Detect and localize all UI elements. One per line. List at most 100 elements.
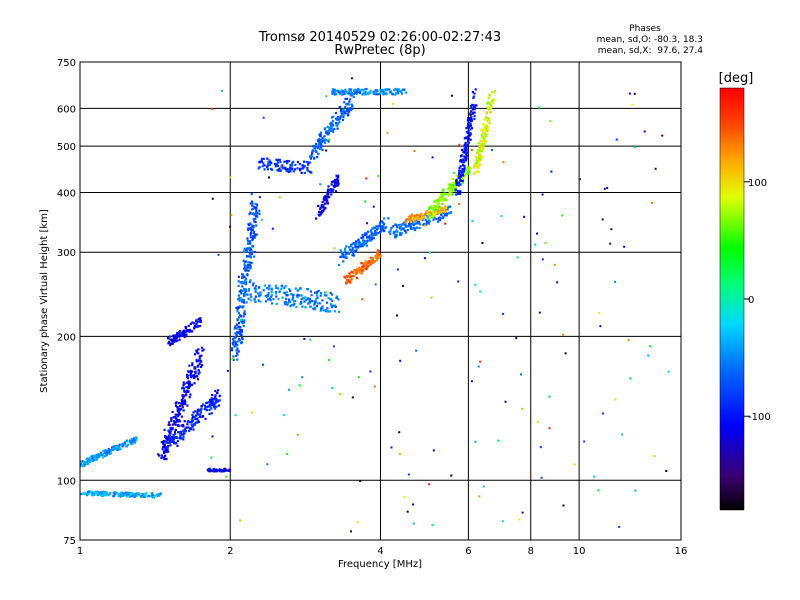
data-point bbox=[480, 150, 483, 153]
y-axis-label: Stationary phase Virtual Height [km] bbox=[39, 209, 50, 393]
data-point bbox=[339, 115, 342, 118]
data-point bbox=[301, 297, 305, 300]
data-point bbox=[261, 165, 264, 168]
data-point bbox=[248, 240, 252, 243]
data-point bbox=[120, 491, 123, 494]
data-point bbox=[254, 202, 257, 205]
data-point bbox=[82, 461, 85, 464]
noise-point bbox=[502, 312, 505, 315]
data-point bbox=[312, 303, 316, 306]
data-point bbox=[466, 122, 470, 125]
noise-point bbox=[651, 201, 654, 204]
data-point bbox=[165, 450, 168, 454]
data-point bbox=[248, 241, 251, 245]
data-point bbox=[128, 491, 131, 495]
data-point bbox=[186, 375, 189, 379]
data-point bbox=[137, 493, 141, 496]
data-point bbox=[370, 236, 374, 239]
noise-point bbox=[548, 395, 551, 398]
noise-point bbox=[319, 183, 322, 186]
data-point bbox=[289, 305, 292, 308]
data-point bbox=[275, 295, 278, 298]
data-point bbox=[486, 116, 490, 120]
data-point bbox=[170, 418, 173, 421]
data-point bbox=[169, 344, 172, 347]
data-point bbox=[365, 236, 369, 239]
data-point bbox=[412, 223, 415, 226]
data-point bbox=[230, 349, 234, 352]
data-point bbox=[334, 178, 337, 182]
noise-point bbox=[521, 511, 524, 514]
data-point bbox=[169, 437, 172, 440]
noise-point bbox=[392, 102, 395, 105]
data-point bbox=[322, 196, 326, 199]
data-point bbox=[348, 248, 351, 251]
data-point bbox=[196, 378, 200, 381]
noise-point bbox=[228, 176, 231, 179]
data-point bbox=[371, 227, 374, 230]
data-point bbox=[368, 260, 371, 263]
data-point bbox=[267, 292, 270, 295]
data-point bbox=[257, 292, 260, 295]
data-point bbox=[285, 294, 288, 297]
data-point bbox=[469, 105, 473, 109]
data-point bbox=[185, 333, 188, 336]
data-point bbox=[168, 433, 172, 437]
data-point bbox=[253, 220, 256, 223]
data-point bbox=[364, 264, 368, 267]
data-point bbox=[321, 209, 324, 213]
data-point bbox=[327, 190, 330, 193]
data-point bbox=[274, 292, 277, 295]
data-point bbox=[346, 108, 349, 111]
data-point bbox=[207, 401, 210, 404]
data-point bbox=[382, 93, 385, 96]
data-point bbox=[351, 246, 354, 250]
data-point bbox=[348, 92, 351, 95]
data-point bbox=[475, 164, 478, 167]
data-point bbox=[218, 394, 221, 398]
data-point bbox=[113, 491, 116, 494]
data-point bbox=[333, 90, 336, 93]
noise-point bbox=[267, 176, 270, 179]
data-point bbox=[416, 221, 420, 225]
data-point bbox=[294, 287, 297, 290]
data-point bbox=[378, 231, 382, 234]
data-point bbox=[380, 220, 384, 223]
data-point bbox=[392, 232, 395, 235]
noise-point bbox=[327, 138, 330, 141]
data-point bbox=[126, 491, 129, 494]
data-point bbox=[348, 280, 351, 283]
y-tick-label: 75 bbox=[63, 536, 76, 547]
data-point bbox=[345, 90, 348, 93]
data-point bbox=[475, 156, 479, 159]
data-point bbox=[474, 162, 477, 166]
data-point bbox=[186, 389, 189, 392]
data-point bbox=[319, 133, 322, 136]
data-point bbox=[237, 294, 240, 297]
data-point bbox=[91, 491, 94, 494]
data-point bbox=[98, 492, 101, 495]
data-point bbox=[156, 493, 160, 496]
data-point bbox=[247, 269, 250, 272]
data-point bbox=[446, 206, 449, 209]
data-point bbox=[343, 247, 347, 250]
noise-point bbox=[610, 228, 613, 231]
data-point bbox=[444, 193, 447, 196]
data-point bbox=[363, 241, 366, 244]
data-point bbox=[360, 88, 363, 91]
data-point bbox=[475, 161, 478, 165]
data-point bbox=[210, 412, 213, 415]
data-point bbox=[180, 398, 183, 402]
data-point bbox=[95, 491, 98, 494]
data-point bbox=[241, 273, 244, 276]
data-point bbox=[329, 291, 332, 295]
data-point bbox=[346, 114, 350, 117]
data-point bbox=[276, 287, 280, 290]
data-point bbox=[382, 91, 385, 94]
data-point bbox=[421, 217, 424, 220]
data-point bbox=[435, 217, 438, 221]
data-point bbox=[266, 157, 269, 160]
data-point bbox=[487, 106, 490, 109]
data-point bbox=[447, 194, 450, 197]
noise-point bbox=[603, 187, 606, 190]
